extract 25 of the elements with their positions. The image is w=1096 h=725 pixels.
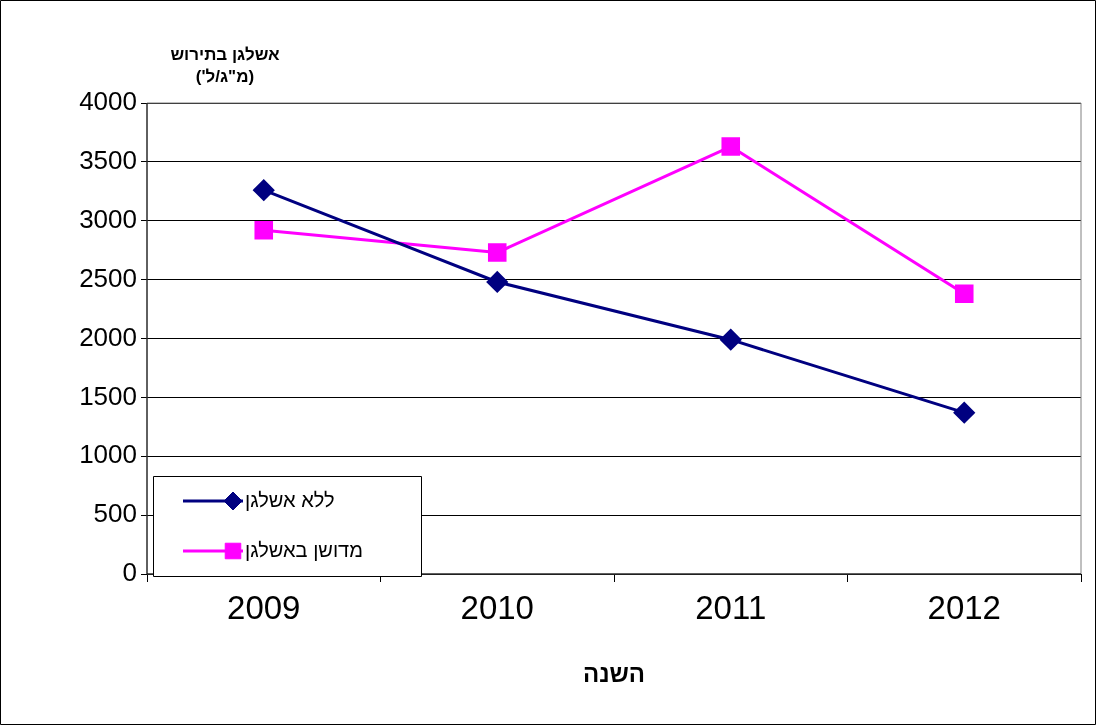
y-axis-title: אשלגן בתירוש (מ"ג/ל') [170, 45, 280, 86]
point [720, 329, 742, 351]
y-tick-label: 1000 [79, 439, 137, 470]
point [487, 243, 507, 262]
point [953, 402, 975, 424]
y-tick-label: 2500 [79, 262, 137, 293]
x-tick-label: 2011 [695, 588, 767, 626]
y-tick-label: 2000 [79, 321, 137, 352]
y-tick-label: 3000 [79, 203, 137, 234]
point [954, 284, 974, 304]
y-tick-label: 4000 [79, 86, 137, 117]
x-tick-label: 2010 [460, 588, 534, 626]
legend-label: ללא אשלגן [245, 488, 335, 511]
y-tick-label: 0 [122, 557, 137, 588]
x-axis-title: השנה [582, 660, 646, 688]
y-tick-label: 1500 [79, 380, 137, 411]
y-tick-label: 3500 [79, 145, 137, 176]
point [721, 137, 741, 156]
legend-label: מדושן באשלגן [245, 538, 363, 561]
point [253, 179, 275, 201]
x-tick-label: 2012 [927, 588, 1001, 626]
x-tick-label: 2009 [227, 588, 301, 626]
point [254, 220, 274, 240]
y-tick-label: 500 [93, 498, 137, 529]
point [486, 271, 508, 293]
